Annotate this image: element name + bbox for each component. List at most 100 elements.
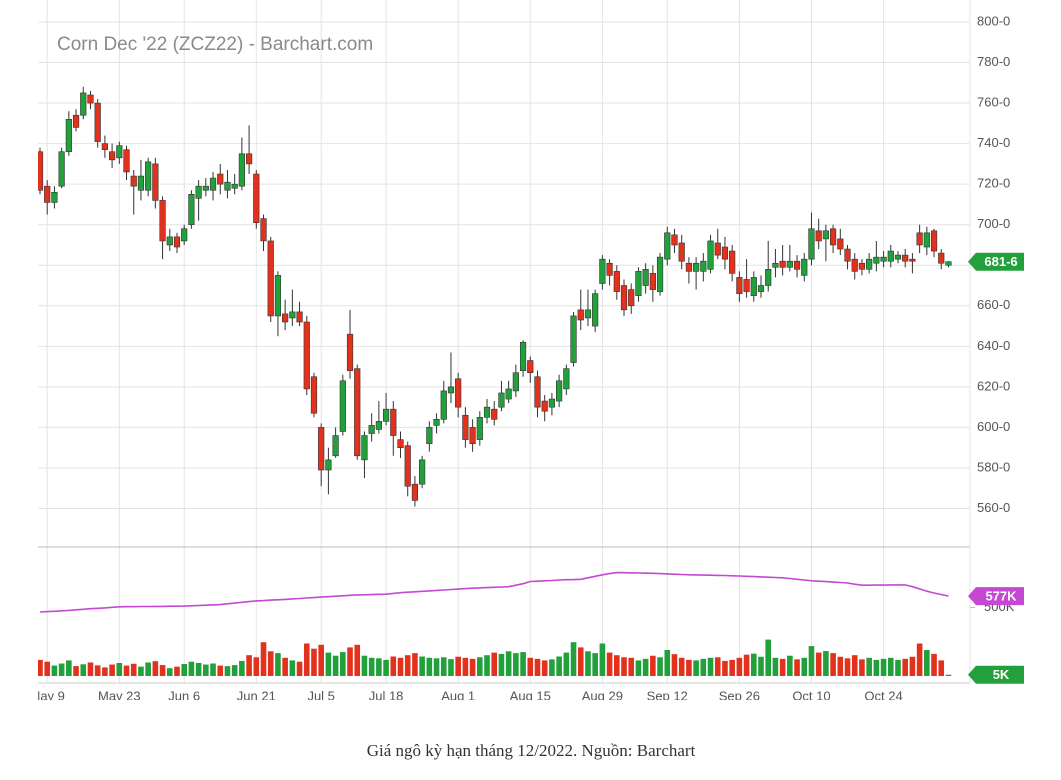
candle-body [721,246,729,260]
volume-bar [152,661,159,676]
candle-body [887,250,894,262]
volume-bar [412,653,418,676]
volume-bar [484,655,490,676]
volume-bar [577,647,584,676]
volume-bar [635,660,642,676]
x-tick-label: Sep 12 [647,688,688,703]
open-interest-tag [968,587,1024,606]
volume-bar [159,665,166,676]
candle-body [209,177,217,191]
volume-bar [931,653,937,676]
y-tick-label: 720-0 [977,176,1010,191]
candle-body [274,275,282,317]
candle-body [851,258,858,272]
volume-bar [570,642,577,676]
volume-bar [859,659,865,676]
volume-bar [469,658,476,676]
candle-body [902,254,909,262]
volume-bar [58,663,65,676]
candle-body [173,236,181,248]
volume-tag [968,665,1024,684]
volume-bar [513,653,519,676]
volume-bar [815,652,822,676]
volume-bar [102,667,108,676]
candle-body [109,151,116,161]
volume-bar [642,658,649,676]
volume-bar [671,654,678,676]
candle-body [253,173,260,223]
candle-body [433,419,440,426]
volume-bar [779,658,786,676]
candle-body [339,380,346,432]
candle-body [65,119,72,153]
candle-body [231,183,238,189]
candle-body [556,380,563,402]
candle-body [829,228,837,246]
candle-body [491,408,498,420]
volume-bar [123,665,130,676]
candle-body [202,185,209,191]
x-tick-label: Jun 21 [237,688,276,703]
candle-body [310,376,318,414]
volume-bar [296,661,303,676]
candle-body [404,445,411,487]
volume-bar [902,658,908,676]
candle-body [368,425,375,434]
candle-body [166,236,173,246]
volume-bar [239,660,245,676]
candle-body [772,262,779,268]
volume-bar [224,666,231,676]
candle-body [195,185,202,199]
volume-bar [866,657,872,676]
candle-body [426,427,433,444]
volume-bar [455,656,461,676]
caption: Giá ngô kỳ hạn tháng 12/2022. Nguồn: Bar… [367,741,696,760]
candle-body [267,240,274,317]
x-tick-label: May 23 [98,688,141,703]
volume-bar [80,664,87,676]
volume-bar [38,659,43,676]
y-tick-label: 800-0 [977,13,1010,28]
candle-body [873,256,880,264]
volume-bar [916,643,923,676]
chart-title: Corn Dec '22 (ZCZ22) - Barchart.com [57,34,373,55]
y-tick-label: 700-0 [977,216,1010,231]
volume-bar [743,654,750,676]
y-tick-label: 560-0 [977,500,1010,515]
volume-bar [347,647,353,676]
candle-body [909,258,916,262]
volume-bar [787,655,793,676]
volume-bar [758,656,764,676]
candle-body [152,163,159,201]
y-tick-label: 640-0 [977,338,1010,353]
volume-bar [166,668,173,676]
volume-bar [772,657,779,676]
y-tick-label: 760-0 [977,95,1010,110]
candle-body [238,153,245,187]
candle-body [483,406,491,418]
volume-bar [433,658,440,676]
candle-body [382,408,390,422]
volume-bar [700,658,707,676]
candle-body [289,311,296,319]
candle-body [455,378,462,408]
volume-bar [628,657,635,676]
candle-body [671,234,678,246]
volume-bar [181,664,187,676]
candle-body [894,254,902,260]
candle-body [822,230,829,240]
volume-bar [938,660,945,676]
candle-body [469,427,476,444]
candle-body [419,459,426,485]
volume-bar [924,650,930,676]
candle-body [808,228,815,260]
candle-body [620,285,628,311]
volume-bar [282,657,288,676]
candle-body [793,260,801,270]
volume-bar [231,665,238,676]
candle-body [332,435,339,457]
volume-bar [289,660,296,676]
candle-body [599,258,606,284]
volume-bar [606,652,613,676]
volume-bar [426,657,433,676]
